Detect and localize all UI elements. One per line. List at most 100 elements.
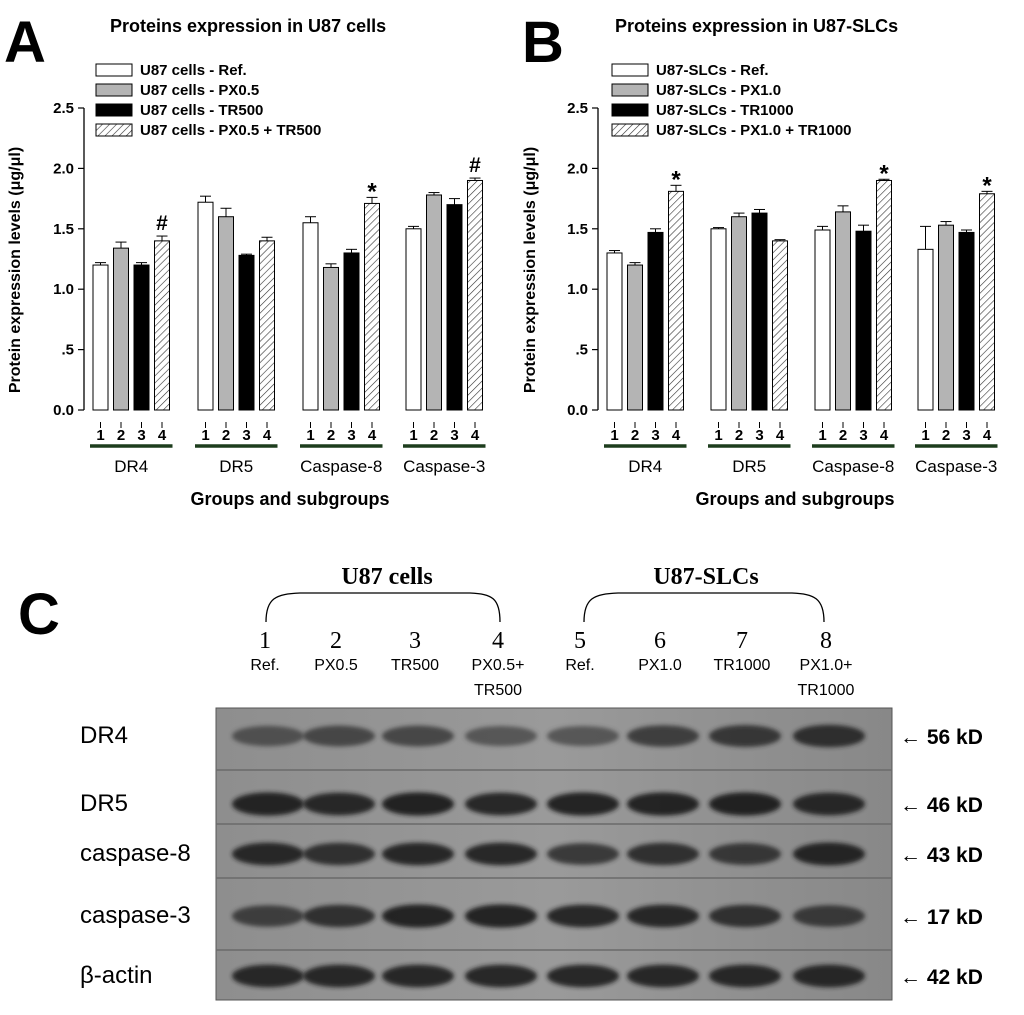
blot-protein-caspase-8: caspase-8	[80, 840, 191, 867]
lane-label-line: PX0.5+	[472, 657, 525, 674]
lane-label-2: PX0.5	[314, 657, 358, 674]
y-tick-label: 1.5	[567, 221, 588, 238]
chart-a-xlabel: Groups and subgroups	[190, 489, 389, 509]
subgroup-number: 2	[430, 427, 438, 444]
blot-band-dr4-lane-4	[465, 726, 537, 746]
y-tick-label: .5	[575, 342, 588, 359]
lane-label-line: PX0.5	[314, 657, 358, 674]
blot-band-actin-lane-5	[547, 964, 619, 988]
bar-caspase-3-4	[467, 179, 483, 411]
blot-band-caspase-8-lane-1	[232, 842, 304, 866]
subgroup-number: 1	[306, 427, 314, 444]
blot-band-dr5-lane-5	[547, 792, 619, 816]
blot-band-caspase-3-lane-1	[232, 905, 304, 927]
chart-b-title: Proteins expression in U87-SLCs	[615, 16, 898, 36]
blot-rows: DR4 ← 56 kD DR5 ← 46 kD caspase-8 ← 43 kD casp…	[80, 722, 983, 989]
blot-band-caspase-8-lane-4	[465, 842, 537, 866]
bar-caspase-3-3	[958, 231, 975, 411]
legend-label-4: U87 cells - PX0.5 + TR500	[140, 122, 321, 139]
blot-band-actin-lane-2	[303, 964, 375, 988]
y-tick-label: 0.0	[567, 402, 588, 419]
group-bracket-u87-slcs	[583, 592, 825, 623]
western-blot-panel: U87 cells U87-SLCs 1 Ref. 2 PX0.5 3 TR500 4 PX0…	[80, 564, 983, 1001]
significance-marker: *	[982, 172, 992, 199]
y-tick-label: 2.0	[53, 160, 74, 177]
bar-dr5-4	[772, 240, 788, 411]
blot-band-dr4-lane-5	[547, 726, 619, 746]
significance-marker: #	[156, 212, 168, 235]
lane-label-line: Ref.	[250, 657, 279, 674]
lane-label-4: PX0.5+ TR500	[472, 657, 525, 699]
y-tick-label: 1.5	[53, 221, 74, 238]
y-tick-label: 2.0	[567, 160, 588, 177]
bar-caspase-3-4	[979, 193, 995, 411]
blot-band-caspase-3-lane-4	[465, 904, 537, 928]
subgroup-number: 2	[222, 427, 230, 444]
blot-protein-dr5: DR5	[80, 790, 128, 817]
blot-protein-caspase-3: caspase-3	[80, 902, 191, 929]
bar-caspase-3-2	[426, 194, 442, 411]
bar-caspase-8-1	[814, 229, 831, 411]
bar-caspase-8-2	[323, 266, 339, 411]
subgroup-number: 4	[471, 427, 480, 444]
significance-marker: *	[367, 178, 377, 205]
blot-band-dr4-lane-8	[793, 724, 865, 748]
category-label-caspase-8: Caspase-8	[812, 457, 894, 476]
y-tick-label: 2.5	[567, 100, 588, 117]
blot-size-actin: ← 42 kD	[900, 966, 983, 989]
bar-dr4-4	[154, 240, 170, 411]
bar-caspase-8-3	[855, 230, 872, 411]
chart-a-legend: U87 cells - Ref. U87 cells - PX0.5 U87 cel…	[95, 62, 321, 139]
lane-number-3: 3	[409, 628, 421, 654]
subgroup-number: 2	[735, 427, 743, 444]
lane-number-6: 6	[654, 628, 666, 654]
bar-caspase-8-3	[343, 252, 360, 411]
subgroup-number: 3	[651, 427, 659, 444]
bar-dr4-2	[113, 247, 129, 411]
bar-caspase-3-1	[917, 248, 934, 411]
blot-band-dr5-lane-8	[793, 792, 865, 816]
blot-band-dr4-lane-6	[627, 725, 699, 747]
subgroup-number: 3	[755, 427, 763, 444]
chart-b: Proteins expression in U87-SLCs U87-SLCs…	[522, 16, 998, 509]
blot-band-caspase-3-lane-6	[627, 904, 699, 928]
bar-caspase-8-4	[364, 202, 380, 411]
group-label-u87-slcs: U87-SLCs	[653, 564, 758, 590]
subgroup-number: 3	[347, 427, 355, 444]
subgroup-number: 2	[631, 427, 639, 444]
category-label-caspase-3: Caspase-3	[403, 457, 485, 476]
subgroup-number: 1	[96, 427, 104, 444]
subgroup-number: 4	[158, 427, 167, 444]
lane-number-4: 4	[492, 628, 504, 654]
lane-label-line: TR500	[391, 657, 439, 674]
blot-size-dr4: ← 56 kD	[900, 726, 983, 749]
blot-size-caspase-3: ← 17 kD	[900, 906, 983, 929]
lane-number-8: 8	[820, 628, 832, 654]
y-tick-label: 1.0	[53, 281, 74, 298]
legend-label-1: U87 cells - Ref.	[140, 62, 247, 79]
blot-band-dr4-lane-2	[303, 725, 375, 747]
blot-size-dr5: ← 46 kD	[900, 794, 983, 817]
blot-band-dr5-lane-6	[627, 792, 699, 816]
blot-band-actin-lane-1	[232, 964, 304, 988]
legend-swatch-3	[611, 103, 649, 117]
legend-label-3: U87 cells - TR500	[140, 102, 263, 119]
category-label-dr4: DR4	[114, 457, 148, 476]
lane-label-1: Ref.	[250, 657, 279, 674]
lane-label-line: Ref.	[565, 657, 594, 674]
significance-marker: *	[671, 166, 681, 193]
blot-band-dr5-lane-7	[709, 792, 781, 816]
blot-band-caspase-3-lane-7	[709, 904, 781, 928]
lane-number-2: 2	[330, 628, 342, 654]
category-label-caspase-3: Caspase-3	[915, 457, 997, 476]
chart-a-title: Proteins expression in U87 cells	[110, 16, 386, 36]
blot-band-caspase-3-lane-8	[793, 905, 865, 927]
panel-letter-c: C	[18, 582, 60, 647]
subgroup-number: 2	[327, 427, 335, 444]
chart-b-legend: U87-SLCs - Ref. U87-SLCs - PX1.0 U87-SLCs …	[611, 62, 852, 139]
blot-band-dr5-lane-2	[303, 792, 375, 816]
subgroup-number: 1	[921, 427, 929, 444]
blot-band-caspase-8-lane-2	[303, 842, 375, 866]
blot-band-dr4-lane-7	[709, 725, 781, 747]
